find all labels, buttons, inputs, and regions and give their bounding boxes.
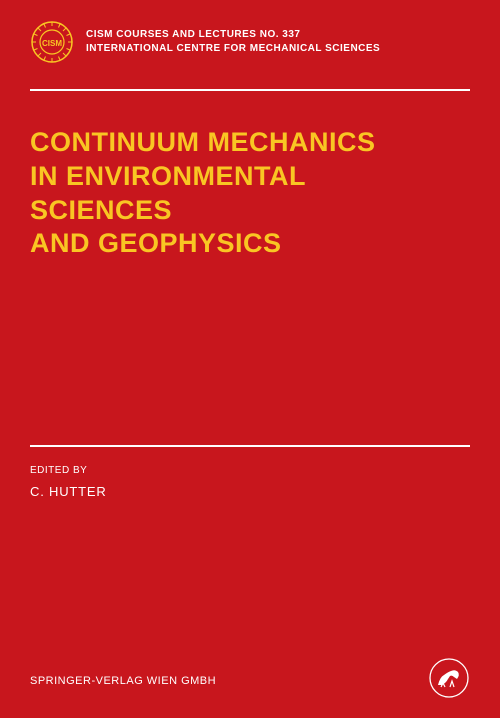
editor-label: EDITED BY [30, 465, 107, 476]
series-info: CISM COURSES AND LECTURES NO. 337 INTERN… [86, 20, 380, 56]
editor-name: C. HUTTER [30, 484, 107, 499]
book-title: CONTINUUM MECHANICS IN ENVIRONMENTAL SCI… [30, 126, 470, 261]
series-line-2: INTERNATIONAL CENTRE FOR MECHANICAL SCIE… [86, 42, 380, 56]
title-line-2: IN ENVIRONMENTAL [30, 160, 470, 194]
series-line-1: CISM COURSES AND LECTURES NO. 337 [86, 28, 380, 42]
editor-block: EDITED BY C. HUTTER [30, 465, 107, 499]
title-line-4: AND GEOPHYSICS [30, 227, 470, 261]
header-section: CISM CISM COURSES AND LECTURES NO. 337 I… [0, 0, 500, 79]
publisher-name: SPRINGER-VERLAG WIEN GMBH [30, 675, 216, 687]
svg-text:CISM: CISM [42, 39, 62, 48]
title-line-3: SCIENCES [30, 194, 470, 228]
cism-logo-icon: CISM [30, 20, 74, 69]
mid-divider [30, 445, 470, 447]
title-block: CONTINUUM MECHANICS IN ENVIRONMENTAL SCI… [0, 91, 500, 261]
title-line-1: CONTINUUM MECHANICS [30, 126, 470, 160]
springer-logo-icon [428, 657, 470, 704]
book-cover: CISM CISM COURSES AND LECTURES NO. 337 I… [0, 0, 500, 718]
footer-section: SPRINGER-VERLAG WIEN GMBH [30, 657, 470, 704]
